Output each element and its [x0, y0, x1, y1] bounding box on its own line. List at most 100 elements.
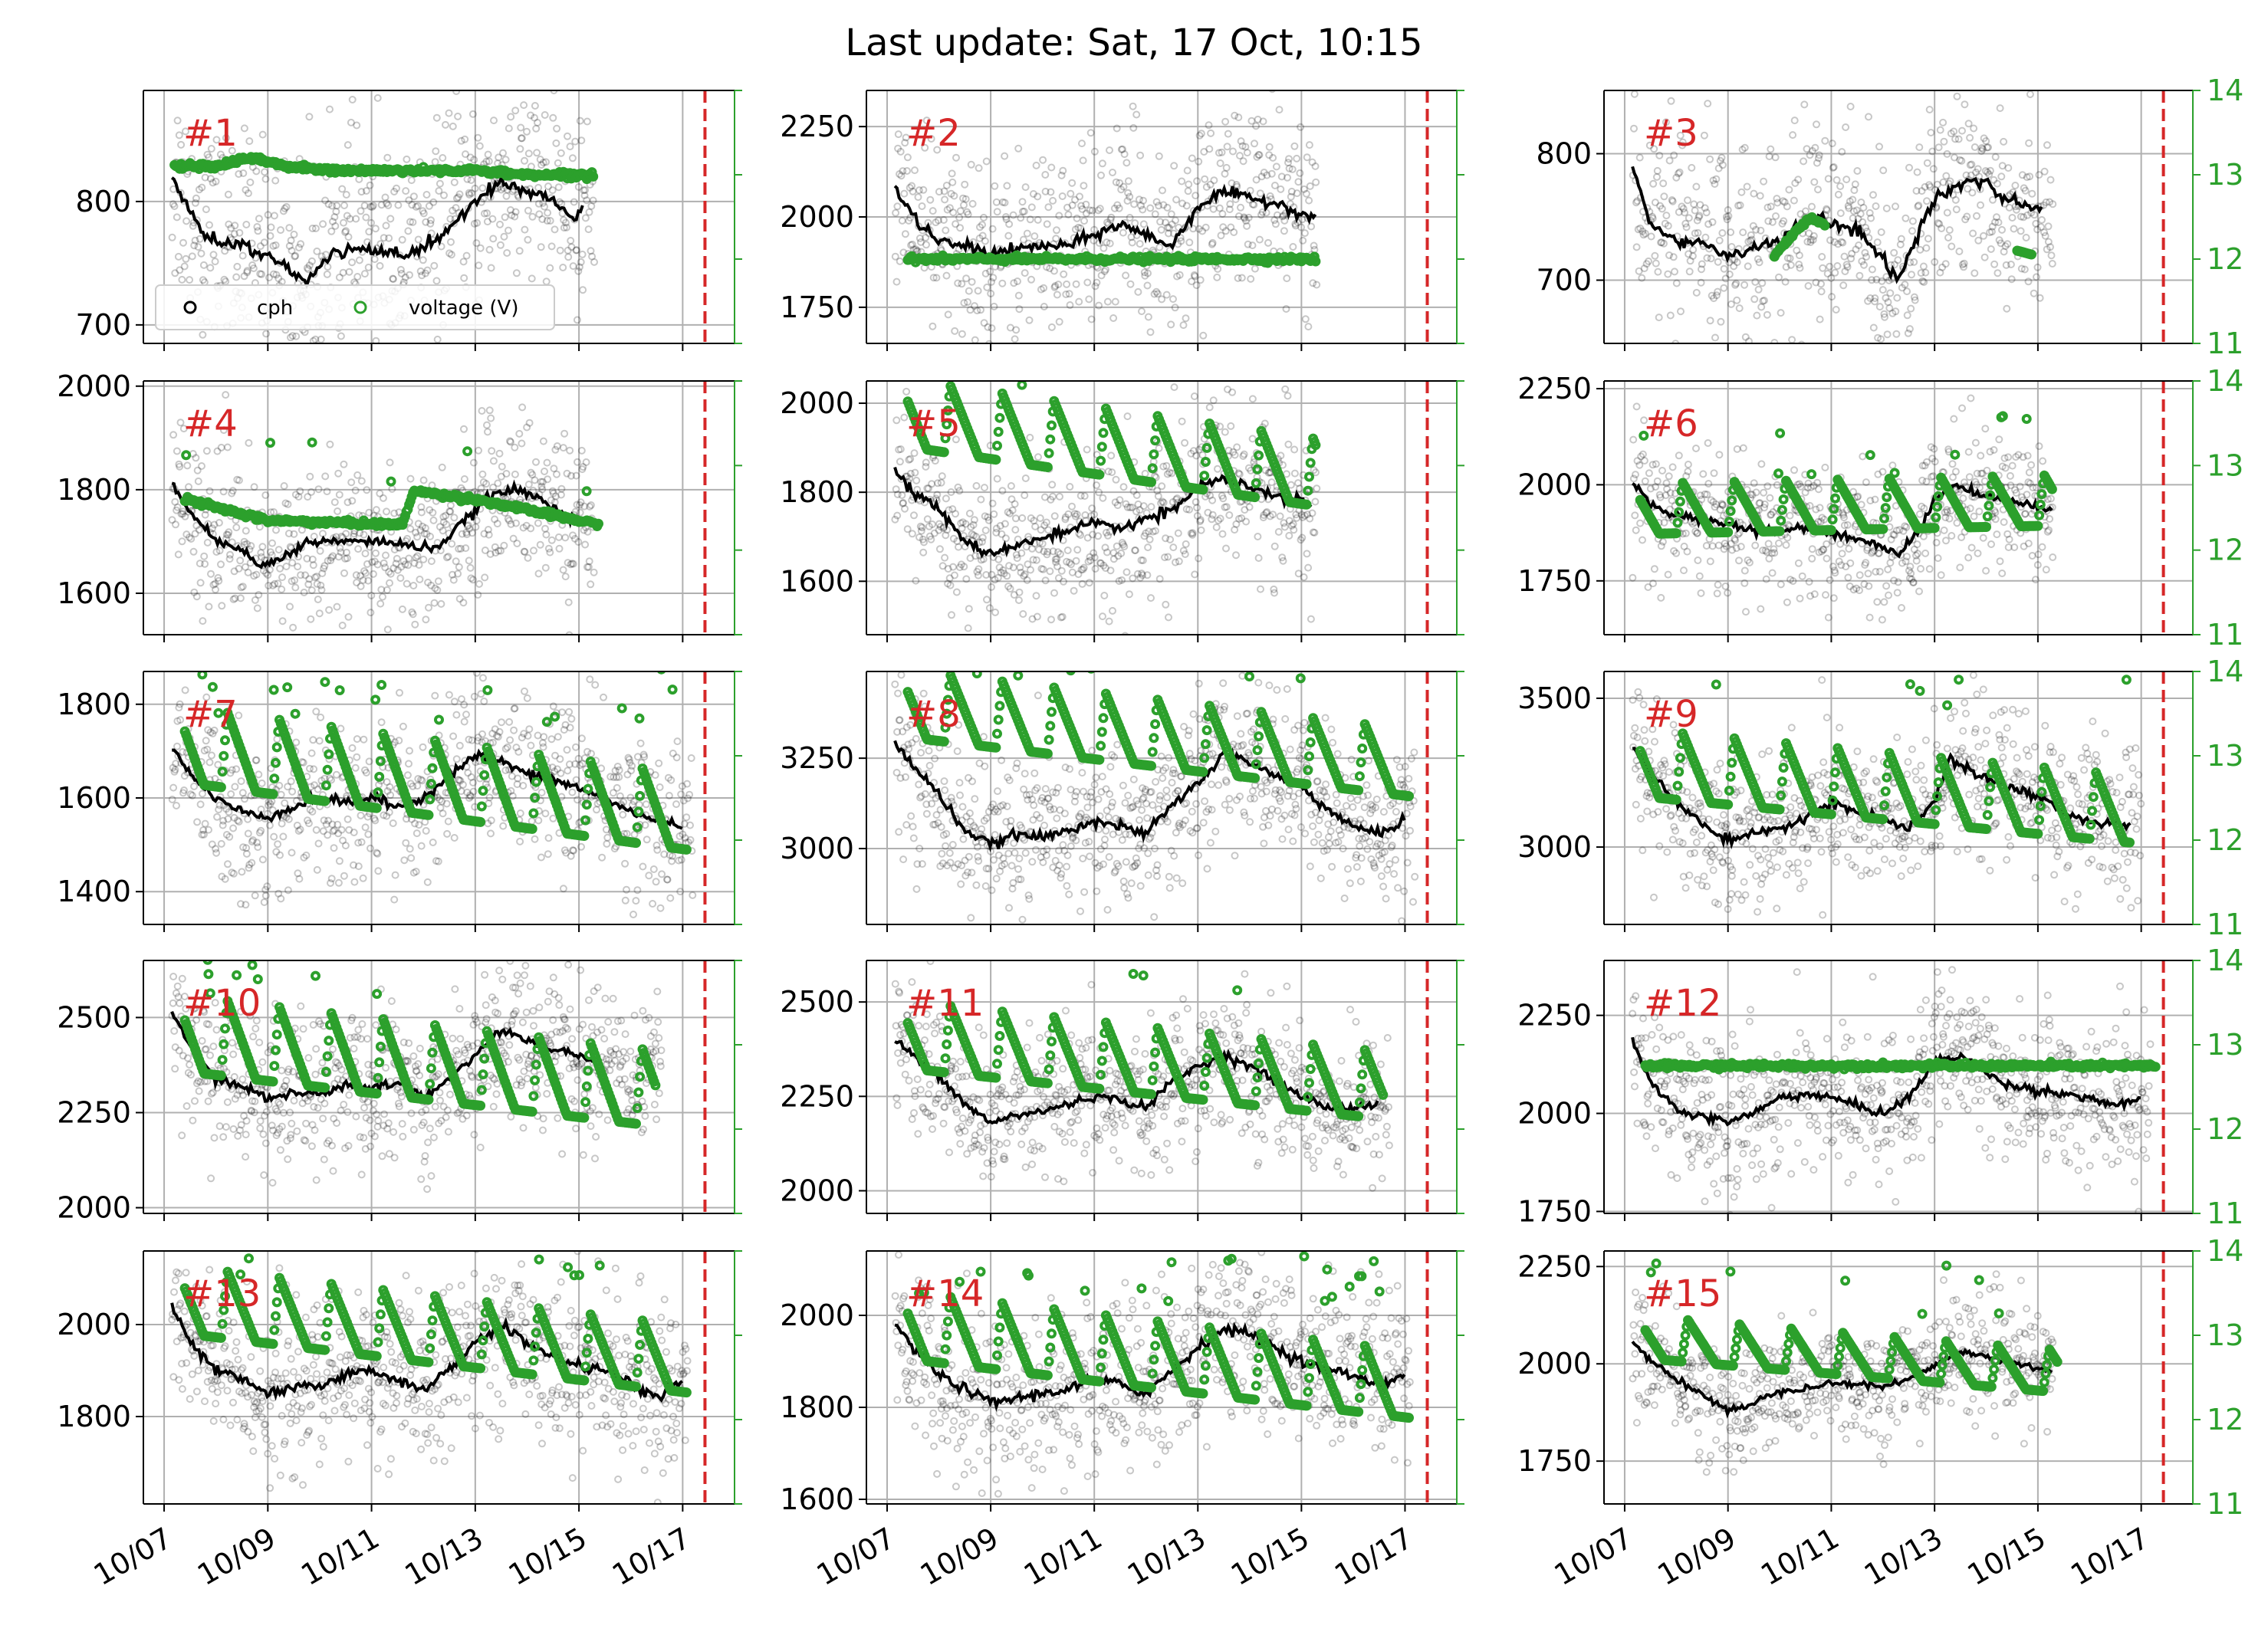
- count-point: [1865, 208, 1874, 217]
- count-point: [279, 207, 288, 215]
- count-point: [260, 238, 268, 247]
- count-point: [566, 143, 574, 151]
- count-point: [530, 547, 537, 555]
- count-point: [541, 111, 549, 119]
- count-point: [1078, 140, 1086, 148]
- count-point: [1290, 469, 1299, 478]
- count-point: [1889, 530, 1898, 539]
- count-point: [1122, 568, 1131, 576]
- count-point: [1641, 229, 1649, 238]
- count-point: [177, 140, 186, 149]
- count-point: [1841, 268, 1849, 275]
- count-point: [585, 64, 591, 71]
- count-point: [954, 279, 962, 287]
- count-point: [1709, 497, 1717, 506]
- count-point: [1898, 559, 1906, 567]
- count-point: [580, 192, 589, 199]
- count-point: [912, 476, 921, 484]
- count-point: [383, 507, 390, 516]
- count-point: [407, 176, 416, 185]
- count-point: [292, 332, 301, 340]
- count-point: [1893, 294, 1902, 302]
- count-point: [439, 513, 448, 521]
- count-point: [347, 118, 355, 126]
- count-point: [1794, 559, 1803, 567]
- count-point: [518, 439, 526, 448]
- count-point: [1061, 513, 1070, 521]
- count-point: [1664, 570, 1672, 579]
- count-point: [1939, 178, 1948, 186]
- count-point: [1181, 438, 1189, 447]
- count-point: [1892, 330, 1901, 338]
- count-point: [308, 225, 317, 232]
- count-point: [1730, 262, 1738, 271]
- count-point: [2010, 225, 2018, 233]
- count-point: [544, 182, 552, 191]
- count-point: [1003, 182, 1011, 190]
- count-point: [1892, 307, 1900, 316]
- count-point: [1096, 559, 1104, 567]
- count-point: [589, 196, 597, 205]
- count-point: [365, 508, 373, 517]
- count-point: [2044, 238, 2053, 246]
- count-point: [1106, 566, 1115, 575]
- count-point: [1682, 223, 1691, 231]
- count-point: [1665, 251, 1673, 259]
- count-point: [421, 269, 429, 277]
- count-point: [1007, 482, 1015, 490]
- count-point: [1218, 491, 1226, 500]
- count-point: [180, 262, 189, 271]
- count-point: [2040, 344, 2046, 350]
- count-point: [1195, 445, 1203, 454]
- count-point: [1747, 347, 1753, 353]
- count-point: [264, 571, 272, 579]
- count-point: [1090, 236, 1098, 245]
- count-point: [475, 142, 484, 150]
- count-point: [1925, 106, 1934, 113]
- count-point: [1175, 557, 1183, 566]
- count-point: [1740, 579, 1749, 587]
- count-point: [1143, 281, 1152, 290]
- count-point: [1107, 451, 1116, 460]
- count-point: [908, 530, 916, 538]
- count-point: [1947, 130, 1955, 138]
- count-point: [2036, 294, 2044, 302]
- count-point: [258, 543, 267, 551]
- count-point: [1855, 528, 1863, 537]
- count-point: [1221, 503, 1229, 511]
- count-point: [1880, 598, 1888, 606]
- count-point: [1691, 206, 1699, 215]
- count-point: [573, 501, 581, 509]
- count-point: [309, 337, 317, 343]
- count-point: [500, 232, 508, 241]
- count-point: [212, 586, 219, 594]
- count-point: [512, 269, 521, 277]
- count-point: [185, 483, 192, 491]
- count-point: [538, 478, 547, 486]
- count-point: [357, 582, 365, 590]
- count-point: [1012, 326, 1021, 334]
- count-point: [1192, 451, 1201, 460]
- count-point: [344, 612, 353, 621]
- count-point: [1011, 335, 1019, 343]
- count-point: [390, 509, 399, 517]
- count-point: [439, 366, 445, 373]
- count-point: [291, 252, 299, 261]
- count-point: [2007, 261, 2015, 268]
- count-point: [322, 251, 330, 259]
- count-point: [960, 563, 968, 571]
- count-point: [364, 263, 373, 271]
- count-point: [910, 449, 919, 458]
- count-point: [420, 530, 429, 538]
- count-point: [1653, 172, 1661, 181]
- count-point: [447, 251, 455, 259]
- count-point: [1216, 159, 1224, 167]
- count-point: [1178, 417, 1186, 425]
- count-point: [1159, 497, 1167, 506]
- count-point: [327, 227, 336, 235]
- count-point: [547, 496, 555, 504]
- count-point: [516, 145, 524, 153]
- count-point: [474, 133, 482, 142]
- count-point: [1912, 187, 1921, 195]
- count-point: [1795, 251, 1803, 260]
